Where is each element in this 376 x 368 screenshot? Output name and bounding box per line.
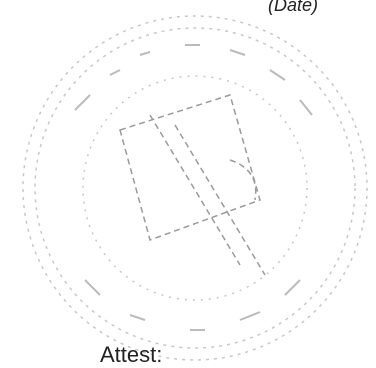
- date-label: (Date): [268, 0, 319, 15]
- seal-lettering: [74, 44, 313, 331]
- seal-emblem: [119, 94, 266, 276]
- seal-text-marks: [74, 44, 313, 116]
- seal-emblem-line: [174, 124, 266, 276]
- seal-emblem-line: [149, 114, 241, 266]
- seal-rings: [22, 15, 368, 361]
- seal-emblem-curve: [229, 159, 257, 201]
- seal-text-marks: [84, 279, 301, 331]
- seal-emblem-book: [119, 94, 261, 241]
- seal-ring: [34, 27, 356, 349]
- attest-label: Attest:: [100, 342, 163, 367]
- seal-outer-ring: [22, 15, 368, 361]
- seal-inner-ring: [82, 75, 308, 301]
